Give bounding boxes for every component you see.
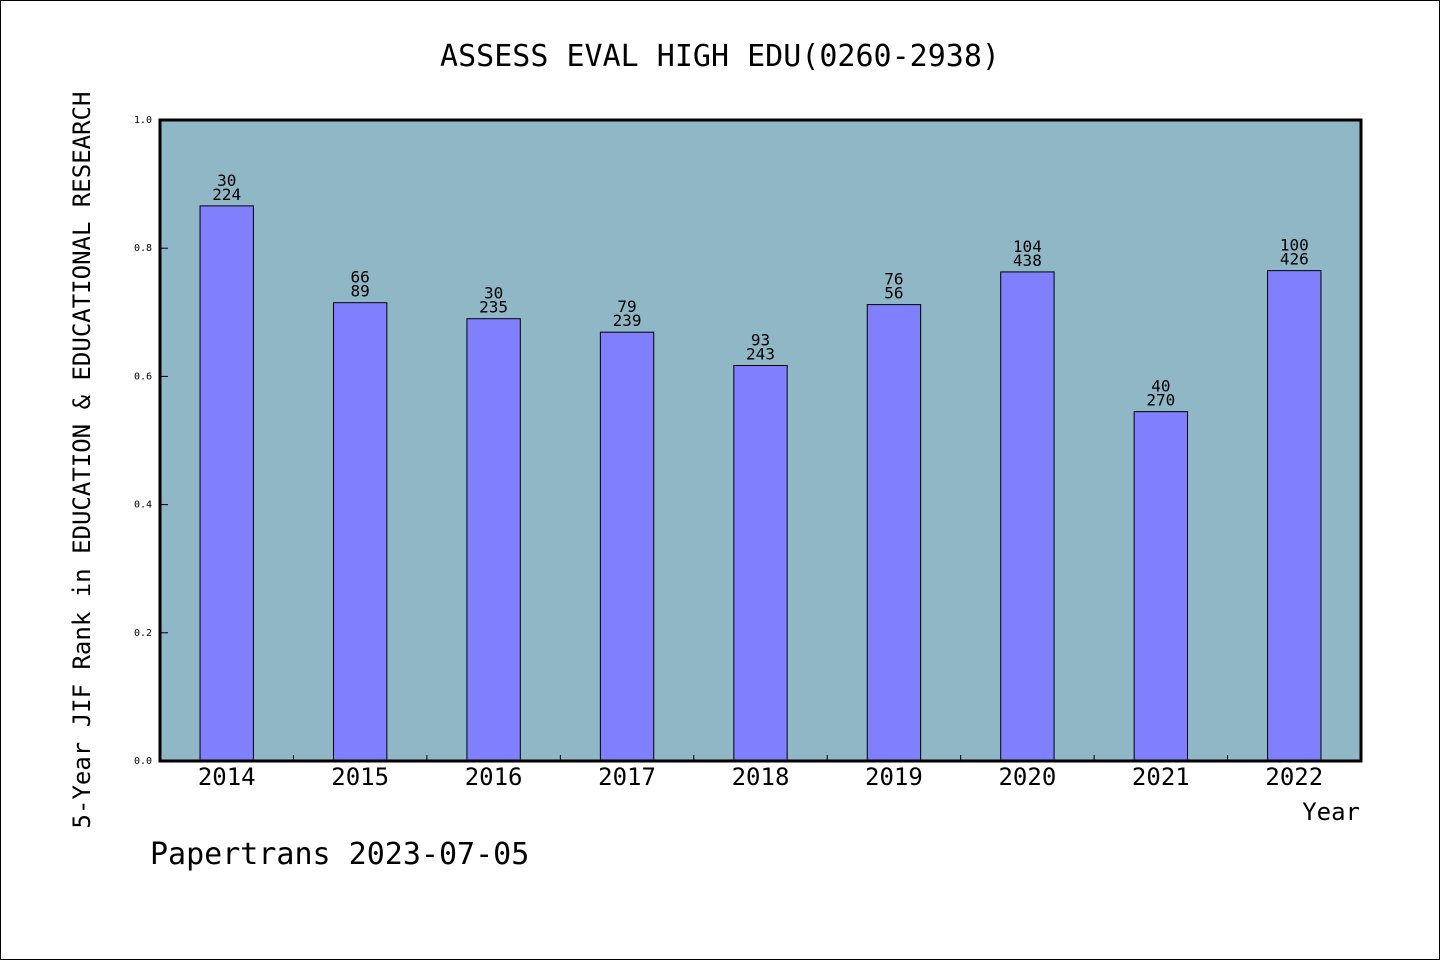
x-tick-label-2017: 2017 (598, 763, 656, 791)
x-tick-label-2016: 2016 (465, 763, 523, 791)
chart-title: ASSESS EVAL HIGH EDU(0260-2938) (440, 39, 1000, 74)
x-tick-label-2014: 2014 (198, 763, 256, 791)
bar-total-label-2021: 270 (1146, 391, 1175, 410)
bar-2015 (332, 302, 388, 762)
bar-2014 (199, 205, 254, 762)
y-tick-label: 1.0 (134, 115, 152, 126)
footer-credit: Papertrans 2023-07-05 (150, 837, 529, 872)
y-tick-label: 0.4 (134, 500, 152, 511)
bars-layer (199, 205, 1322, 762)
y-tick-label: 0.8 (134, 243, 152, 254)
bar-total-label-2017: 239 (613, 311, 642, 330)
bar-total-label-2016: 235 (479, 298, 508, 317)
bar-2022 (1267, 270, 1322, 762)
y-tick-label: 0.0 (134, 756, 152, 767)
x-tick-label-2019: 2019 (865, 763, 923, 791)
x-tick-label-2020: 2020 (998, 763, 1056, 791)
bar-2018 (733, 365, 788, 762)
x-axis-label: Year (1302, 798, 1360, 826)
bar-total-label-2022: 426 (1280, 250, 1309, 269)
bar-rank-label-2016: 30 (484, 284, 503, 303)
bar-2016 (466, 318, 521, 762)
bar-total-label-2019: 56 (884, 284, 903, 303)
y-tick-label: 0.6 (134, 371, 152, 382)
bar-rank-label-2014: 30 (217, 171, 236, 190)
bar-rank-label-2017: 79 (617, 297, 636, 316)
bar-rank-label-2015: 66 (351, 268, 370, 287)
x-tick-label-2015: 2015 (331, 763, 389, 791)
bar-rank-label-2022: 100 (1280, 236, 1309, 255)
bar-rank-label-2020: 104 (1013, 237, 1042, 256)
x-tick-label-2021: 2021 (1132, 763, 1190, 791)
x-axis-ticks: 2014 2015 2016 2017 2018 2019 2020 2021 2022 (198, 755, 1323, 791)
bar-2020 (1000, 271, 1055, 762)
y-axis-label: 5-Year JIF Rank in EDUCATION & EDUCATION… (68, 92, 96, 829)
bar-2017 (599, 331, 655, 762)
y-axis-ticks: 0.0 0.2 0.4 0.6 0.8 1.0 (134, 115, 168, 767)
bar-total-label-2018: 243 (746, 345, 775, 364)
plot-border (158, 118, 1363, 763)
x-tick-label-2022: 2022 (1265, 763, 1323, 791)
x-tick-label-2018: 2018 (732, 763, 790, 791)
bar-total-label-2014: 224 (212, 185, 241, 204)
bar-rank-label-2019: 76 (884, 270, 903, 289)
bar-2019 (866, 304, 922, 762)
bar-rank-label-2021: 40 (1151, 377, 1170, 396)
bar-total-label-2015: 89 (351, 282, 370, 301)
bar-total-label-2020: 438 (1013, 251, 1042, 270)
bar-2021 (1133, 411, 1189, 762)
y-tick-label: 0.2 (134, 628, 152, 639)
bar-rank-label-2018: 93 (751, 331, 770, 350)
